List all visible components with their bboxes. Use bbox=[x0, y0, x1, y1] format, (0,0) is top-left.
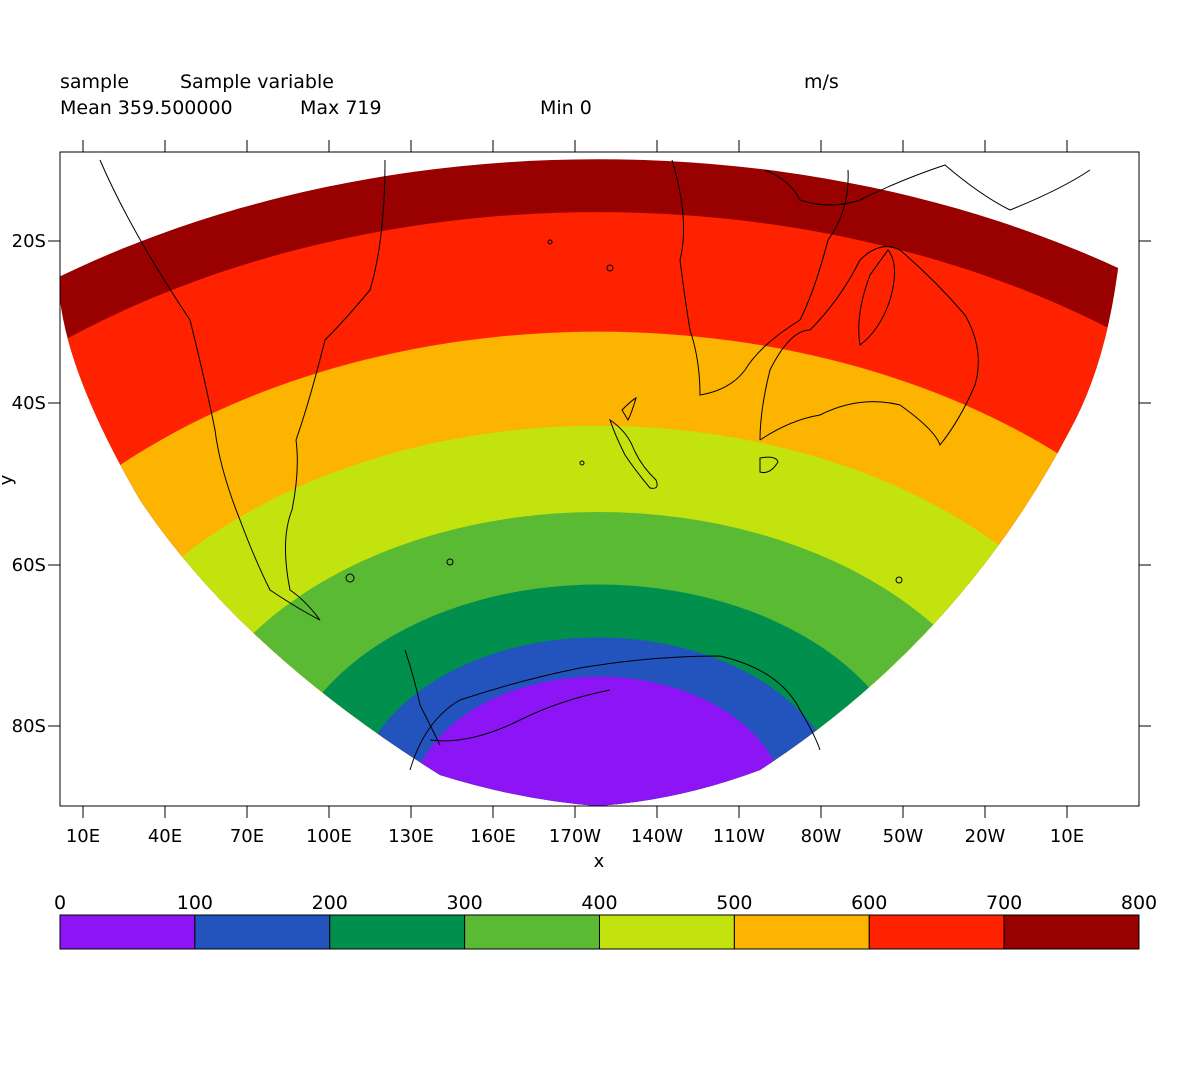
dataset-name: sample bbox=[60, 71, 130, 93]
coastline-antarctica bbox=[409, 655, 821, 771]
coastlines bbox=[99, 159, 1091, 771]
x-tick-label: 140W bbox=[631, 826, 683, 847]
x-tick-label: 80W bbox=[801, 826, 842, 847]
x-tick-label: 40E bbox=[148, 826, 182, 847]
coastline-new-zealand bbox=[609, 418, 658, 489]
y-tick-label: 40S bbox=[12, 393, 46, 414]
max-label: Max 719 bbox=[300, 97, 382, 119]
units-label: m/s bbox=[804, 71, 839, 93]
colorbar-label: 700 bbox=[986, 892, 1022, 914]
x-tick-label: 110W bbox=[713, 826, 765, 847]
colorbar-label: 400 bbox=[581, 892, 617, 914]
plot-frame bbox=[59, 151, 1140, 807]
x-axis: 10E 40E 70E 100E 130E 160E 170W 140W 110W 80W 50W 2… bbox=[66, 140, 1084, 847]
y-axis: 20S 40S 60S 80S bbox=[12, 231, 1151, 737]
colorbar-swatch-600 bbox=[868, 914, 1005, 950]
colorbar-label: 100 bbox=[177, 892, 213, 914]
x-tick-label: 170W bbox=[549, 826, 601, 847]
colorbar-swatch-200 bbox=[329, 914, 466, 950]
colorbar-swatch-500 bbox=[733, 914, 870, 950]
coastline-antarctic-peninsula bbox=[404, 649, 441, 746]
y-tick-label: 60S bbox=[12, 555, 46, 576]
x-tick-label: 20W bbox=[965, 826, 1006, 847]
contour-band-0-100 bbox=[410, 676, 786, 806]
colorbar-label: 300 bbox=[446, 892, 482, 914]
x-tick-label: 160E bbox=[470, 826, 516, 847]
x-tick-label: 10E bbox=[66, 826, 100, 847]
y-axis-title: y bbox=[0, 474, 17, 485]
x-tick-label: 130E bbox=[388, 826, 434, 847]
coastline-new-zealand-north bbox=[621, 397, 637, 422]
colorbar-swatch-300 bbox=[464, 914, 600, 950]
colorbar-swatch-400 bbox=[599, 914, 735, 950]
coastline-africa bbox=[671, 159, 849, 396]
x-tick-label: 50W bbox=[883, 826, 924, 847]
variable-name: Sample variable bbox=[180, 71, 334, 93]
contour-bands bbox=[60, 159, 1125, 806]
colorbar-label: 600 bbox=[851, 892, 887, 914]
x-tick-label: 70E bbox=[230, 826, 264, 847]
colorbar-label: 200 bbox=[312, 892, 348, 914]
y-tick-label: 80S bbox=[12, 716, 46, 737]
min-label: Min 0 bbox=[540, 97, 592, 119]
colorbar-swatch-100 bbox=[194, 914, 331, 950]
x-tick-label: 10E bbox=[1050, 826, 1084, 847]
x-tick-label: 100E bbox=[306, 826, 352, 847]
colorbar-label: 800 bbox=[1121, 892, 1157, 914]
colorbar-swatch-700 bbox=[1003, 914, 1140, 950]
coastline-north-europe bbox=[764, 164, 1091, 211]
coastline-australia bbox=[759, 246, 979, 447]
y-tick-label: 20S bbox=[12, 231, 46, 252]
x-axis-title: x bbox=[594, 851, 605, 872]
colorbar-label: 500 bbox=[716, 892, 752, 914]
colorbar-swatch-0 bbox=[59, 914, 196, 950]
colorbar: 0 100 200 300 400 500 600 700 800 bbox=[54, 892, 1157, 950]
mean-label: Mean 359.500000 bbox=[60, 97, 233, 119]
coastline-madagascar bbox=[858, 249, 895, 346]
coastline-tasmania bbox=[759, 456, 779, 473]
colorbar-label: 0 bbox=[54, 892, 66, 914]
coastline-south-america bbox=[99, 159, 386, 621]
